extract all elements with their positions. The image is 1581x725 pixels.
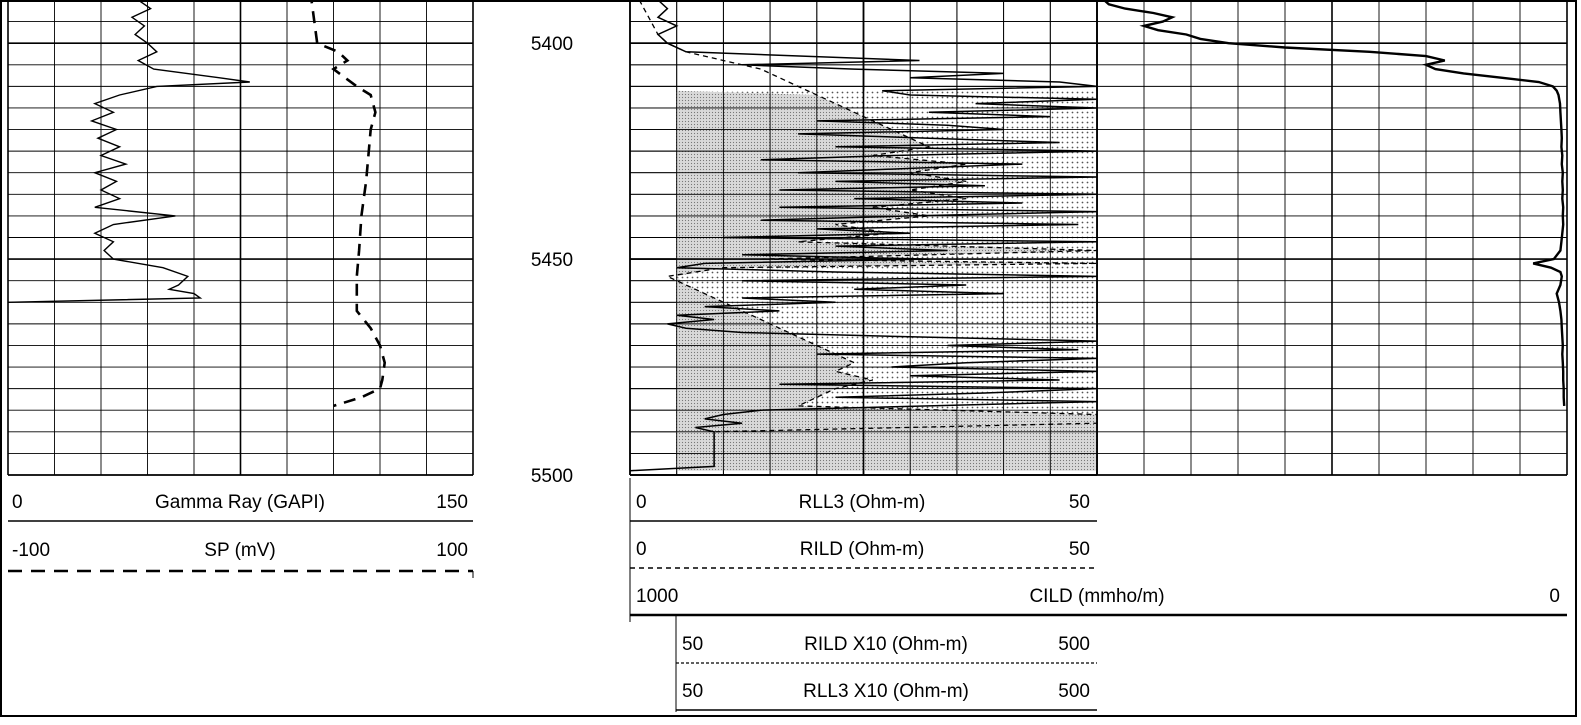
legend-rildx10-min: 50 (682, 634, 703, 655)
legend-rll3x10-min: 50 (682, 681, 703, 702)
legend: 0 Gamma Ray (GAPI) 150 -100 SP (mV) 100 … (8, 478, 1567, 712)
shading-bed (676, 423, 1097, 471)
legend-rild-max: 50 (1069, 539, 1090, 560)
track-3 (1096, 0, 1568, 476)
depth-label-5500: 5500 (531, 466, 573, 487)
legend-sp-max: 100 (436, 540, 468, 561)
legend-rild-min: 0 (636, 539, 647, 560)
legend-sp-min: -100 (12, 540, 50, 561)
legend-sp-label: SP (mV) (204, 540, 275, 561)
legend-gr-max: 150 (436, 492, 468, 513)
legend-rll3-max: 50 (1069, 492, 1090, 513)
legend-rll3x10-max: 500 (1058, 681, 1090, 702)
legend-rildx10-max: 500 (1058, 634, 1090, 655)
legend-cild-max: 0 (1549, 586, 1560, 607)
shading-stipple (676, 90, 1097, 471)
curve-gamma-ray (7, 0, 250, 303)
legend-cild-min: 1000 (636, 586, 678, 607)
legend-rild-label: RILD (Ohm-m) (800, 539, 925, 560)
depth-track: 5400 5450 5500 (531, 34, 573, 487)
legend-gr-min: 0 (12, 492, 23, 513)
legend-rildx10-label: RILD X10 (Ohm-m) (804, 634, 968, 655)
curve-cild (1103, 0, 1566, 406)
depth-label-5450: 5450 (531, 250, 573, 271)
legend-cild-label: CILD (mmho/m) (1029, 586, 1164, 607)
legend-rll3-min: 0 (636, 492, 647, 513)
legend-rll3-label: RLL3 (Ohm-m) (799, 492, 926, 513)
track-2 (629, 0, 1098, 476)
track-1 (7, 0, 474, 476)
curve-sp (310, 0, 387, 408)
legend-gr-label: Gamma Ray (GAPI) (155, 492, 325, 513)
legend-rll3x10-label: RLL3 X10 (Ohm-m) (803, 681, 969, 702)
depth-label-5400: 5400 (531, 34, 573, 55)
